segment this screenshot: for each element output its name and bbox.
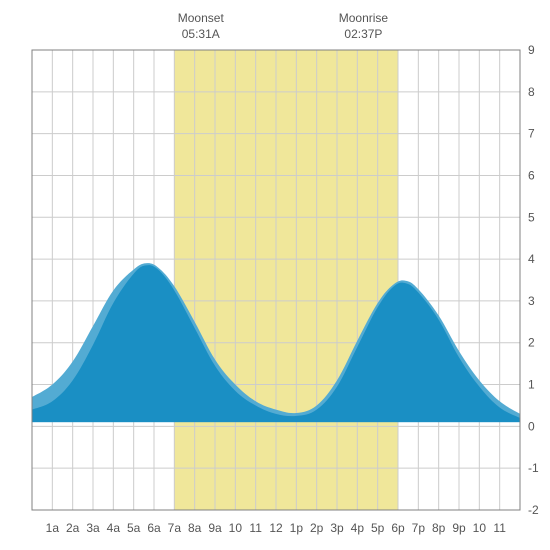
y-tick-label: 2 bbox=[528, 336, 535, 350]
x-tick-label: 1p bbox=[290, 521, 304, 535]
y-tick-label: 7 bbox=[528, 127, 535, 141]
x-tick-label: 3a bbox=[86, 521, 100, 535]
x-tick-label: 1a bbox=[46, 521, 60, 535]
x-tick-label: 7a bbox=[168, 521, 182, 535]
y-tick-label: 0 bbox=[528, 419, 535, 433]
moonset-label-time: 05:31A bbox=[182, 27, 220, 41]
x-axis-labels: 1a 2a 3a 4a 5a 6a 7a 8a 9a 10 11 12 1p 2p 3p 4p 5p 6p 7p 8p… bbox=[46, 521, 507, 535]
x-tick-label: 3p bbox=[330, 521, 344, 535]
x-tick-label: 4a bbox=[107, 521, 121, 535]
daylight-band bbox=[174, 50, 398, 510]
x-tick-label: 5a bbox=[127, 521, 141, 535]
y-tick-label: 3 bbox=[528, 294, 535, 308]
x-tick-label: 10 bbox=[473, 521, 487, 535]
x-tick-label: 8a bbox=[188, 521, 202, 535]
moonrise-label-time: 02:37P bbox=[344, 27, 382, 41]
x-tick-label: 7p bbox=[412, 521, 426, 535]
y-tick-label: -1 bbox=[528, 461, 539, 475]
y-tick-label: 8 bbox=[528, 85, 535, 99]
x-tick-label: 2a bbox=[66, 521, 80, 535]
y-tick-label: 5 bbox=[528, 210, 535, 224]
x-tick-label: 9p bbox=[452, 521, 466, 535]
tide-chart: -2-101234567891a2a3a4a5a6a7a8a9a1011121p… bbox=[0, 0, 550, 550]
x-tick-label: 11 bbox=[249, 521, 262, 535]
moonrise-label-title: Moonrise bbox=[339, 11, 389, 25]
moonset-label-title: Moonset bbox=[178, 11, 225, 25]
x-tick-label: 8p bbox=[432, 521, 446, 535]
x-tick-label: 10 bbox=[229, 521, 243, 535]
x-tick-label: 4p bbox=[351, 521, 365, 535]
y-tick-label: 4 bbox=[528, 252, 535, 266]
x-tick-label: 6a bbox=[147, 521, 161, 535]
x-tick-label: 2p bbox=[310, 521, 324, 535]
x-tick-label: 11 bbox=[493, 521, 506, 535]
x-tick-label: 9a bbox=[208, 521, 222, 535]
x-tick-label: 5p bbox=[371, 521, 385, 535]
x-tick-label: 6p bbox=[391, 521, 405, 535]
chart-svg: -2-101234567891a2a3a4a5a6a7a8a9a1011121p… bbox=[0, 0, 550, 550]
y-tick-label: 9 bbox=[528, 43, 535, 57]
y-tick-label: -2 bbox=[528, 503, 539, 517]
y-tick-label: 6 bbox=[528, 168, 535, 182]
y-tick-label: 1 bbox=[528, 378, 535, 392]
x-tick-label: 12 bbox=[269, 521, 283, 535]
